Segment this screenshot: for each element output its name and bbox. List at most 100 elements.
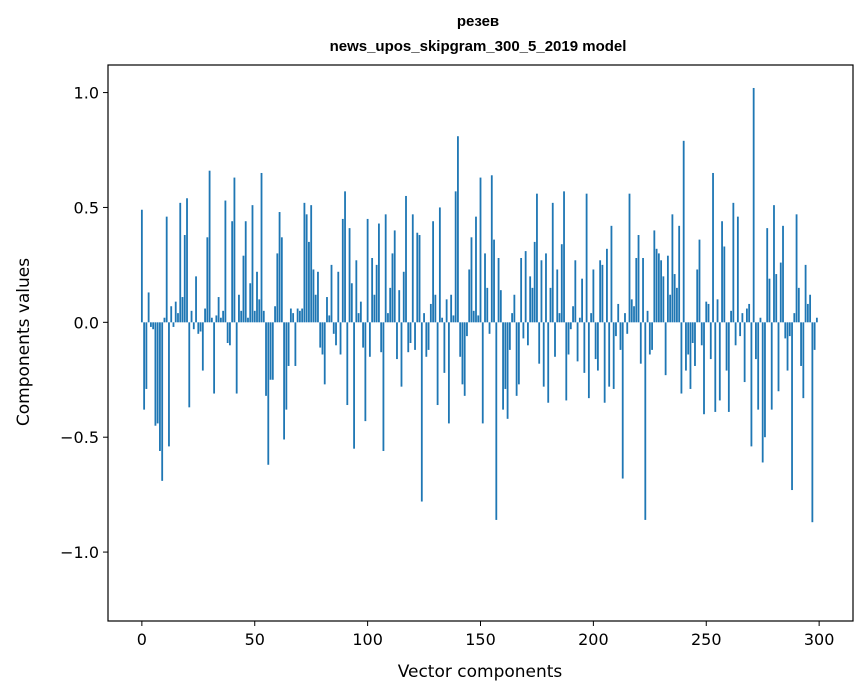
bar-63 bbox=[283, 322, 285, 440]
bar-155 bbox=[490, 175, 493, 323]
bar-65 bbox=[287, 322, 290, 366]
bar-187 bbox=[563, 191, 565, 323]
bar-87 bbox=[337, 271, 340, 323]
bar-69 bbox=[296, 308, 299, 323]
bar-231 bbox=[662, 276, 665, 323]
bar-148 bbox=[475, 216, 477, 323]
bar-15 bbox=[174, 301, 177, 323]
bar-84 bbox=[330, 264, 333, 323]
bar-6 bbox=[154, 322, 157, 426]
bar-284 bbox=[782, 225, 784, 323]
bar-56 bbox=[267, 322, 270, 465]
bar-143 bbox=[463, 322, 466, 396]
bar-37 bbox=[224, 200, 227, 323]
bar-202 bbox=[596, 322, 599, 371]
bar-34 bbox=[217, 297, 220, 323]
bar-13 bbox=[170, 306, 173, 323]
bar-119 bbox=[409, 322, 412, 343]
x-axis-label: Vector components bbox=[398, 662, 563, 682]
bar-220 bbox=[637, 235, 640, 323]
bar-48 bbox=[249, 283, 252, 323]
bar-248 bbox=[700, 322, 703, 346]
bar-263 bbox=[734, 322, 737, 346]
bar-186 bbox=[560, 244, 563, 323]
bar-259 bbox=[725, 322, 728, 371]
bar-229 bbox=[657, 253, 660, 323]
bar-245 bbox=[694, 322, 696, 366]
bar-286 bbox=[786, 322, 789, 371]
bar-103 bbox=[373, 294, 376, 323]
bar-176 bbox=[538, 322, 541, 364]
bar-16 bbox=[177, 313, 179, 323]
bar-21 bbox=[188, 322, 191, 408]
bar-211 bbox=[617, 303, 620, 323]
bar-274 bbox=[759, 317, 762, 323]
bar-10 bbox=[163, 317, 166, 323]
bar-51 bbox=[256, 271, 258, 323]
y-axis-label: Components values bbox=[14, 258, 34, 426]
bar-142 bbox=[461, 322, 464, 385]
bar-100 bbox=[366, 218, 369, 323]
bar-291 bbox=[797, 287, 800, 323]
bar-68 bbox=[294, 322, 297, 366]
bar-0 bbox=[140, 209, 143, 323]
bar-108 bbox=[384, 214, 387, 323]
bar-114 bbox=[398, 290, 401, 323]
bar-273 bbox=[757, 322, 760, 410]
bar-54 bbox=[262, 310, 265, 323]
bar-117 bbox=[405, 195, 407, 323]
y-tick-label-3: 0.5 bbox=[74, 198, 99, 217]
bar-228 bbox=[655, 248, 658, 323]
bar-145 bbox=[468, 269, 471, 323]
bar-49 bbox=[251, 205, 254, 323]
bar-138 bbox=[452, 315, 455, 323]
bar-90 bbox=[344, 191, 346, 323]
bar-298 bbox=[813, 322, 816, 350]
bar-250 bbox=[705, 301, 708, 323]
bar-125 bbox=[423, 313, 425, 323]
y-tick-label-1: −0.5 bbox=[60, 428, 99, 447]
bar-280 bbox=[773, 205, 775, 323]
x-tick-label-50: 50 bbox=[245, 630, 265, 649]
bar-18 bbox=[181, 297, 184, 323]
bar-74 bbox=[308, 241, 310, 323]
bar-213 bbox=[621, 322, 624, 479]
bar-221 bbox=[639, 322, 642, 364]
bar-46 bbox=[244, 221, 247, 323]
bar-193 bbox=[576, 322, 579, 362]
bar-1 bbox=[143, 322, 146, 410]
bar-83 bbox=[328, 315, 331, 323]
bar-39 bbox=[229, 322, 231, 346]
bar-42 bbox=[235, 322, 238, 394]
bar-184 bbox=[556, 269, 559, 323]
bar-29 bbox=[206, 237, 209, 323]
bar-98 bbox=[362, 322, 365, 348]
bar-140 bbox=[457, 136, 459, 323]
bar-111 bbox=[391, 253, 394, 323]
bar-152 bbox=[484, 253, 486, 323]
bar-122 bbox=[416, 232, 419, 323]
bar-210 bbox=[615, 322, 617, 337]
bar-82 bbox=[326, 297, 328, 323]
bar-75 bbox=[310, 205, 313, 323]
bar-266 bbox=[741, 313, 744, 323]
bar-88 bbox=[339, 322, 342, 355]
bar-260 bbox=[727, 322, 730, 412]
bar-113 bbox=[396, 322, 398, 360]
bar-22 bbox=[190, 310, 193, 323]
bar-150 bbox=[479, 177, 482, 323]
axes: 0 50 100 150 200 250 300 −1.0 −0.5 0.0 0.5 1.0 bbox=[60, 64, 854, 649]
bar-299 bbox=[815, 317, 818, 323]
bar-230 bbox=[660, 260, 663, 323]
bar-162 bbox=[506, 322, 509, 419]
bar-197 bbox=[585, 193, 588, 323]
bar-149 bbox=[477, 315, 480, 323]
bar-192 bbox=[574, 260, 577, 323]
bar-3 bbox=[147, 292, 150, 323]
bar-99 bbox=[364, 322, 367, 422]
bar-9 bbox=[161, 322, 164, 481]
bar-104 bbox=[375, 264, 378, 323]
bar-94 bbox=[353, 322, 355, 449]
bar-93 bbox=[350, 283, 353, 323]
